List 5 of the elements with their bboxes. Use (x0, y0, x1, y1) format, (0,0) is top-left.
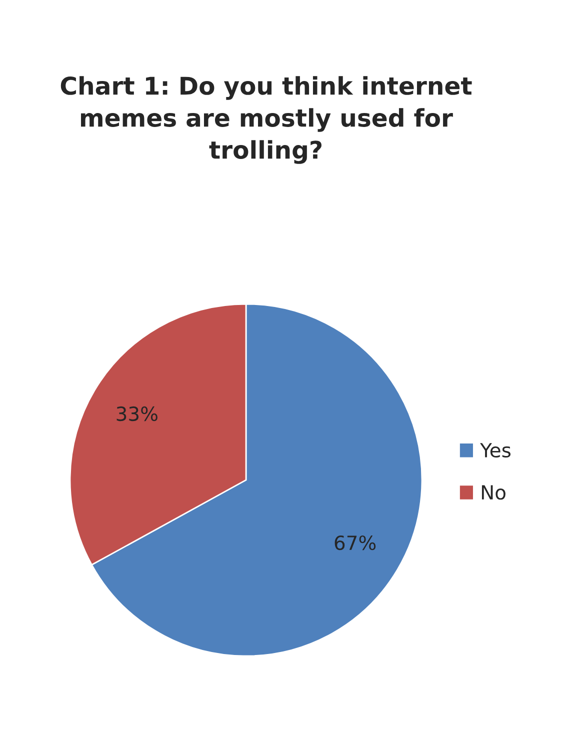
legend-label: No (482, 485, 506, 500)
data-label: 33% (116, 406, 158, 422)
legend-label: Yes (480, 443, 511, 458)
chart-title: Chart 1: Do you think internet memes are mostly used for trolling? (60, 76, 472, 164)
data-label: 67% (334, 535, 376, 550)
